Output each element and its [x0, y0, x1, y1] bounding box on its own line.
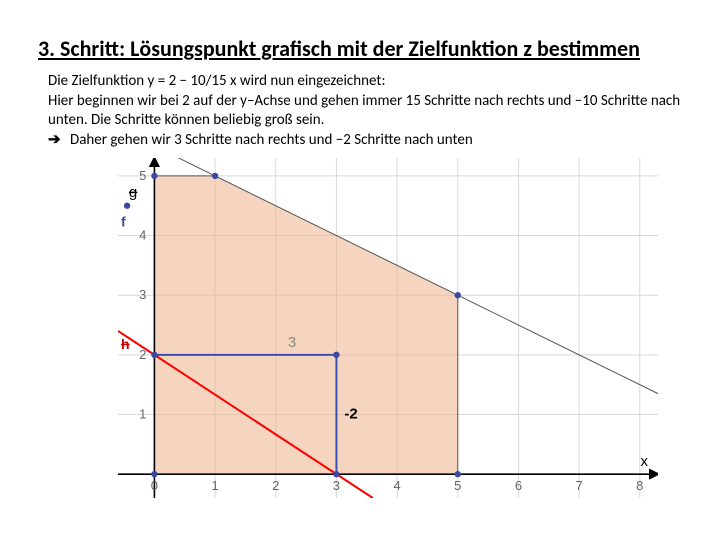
vertex-point	[151, 471, 157, 477]
body-text: Die Zielfunktion y = 2 − 10/15 x wird nu…	[48, 72, 682, 150]
series-label: h	[121, 336, 130, 352]
step-v-label: -2	[344, 406, 357, 423]
y-tick-label: 5	[139, 168, 146, 183]
body-line-2: Hier beginnen wir bei 2 auf der y–Achse …	[48, 92, 682, 131]
x-tick-label: 4	[393, 479, 400, 494]
vertex-point	[333, 352, 339, 358]
x-tick-label: 8	[636, 479, 643, 494]
coordinate-chart: 01234567812345x3-2fgh	[118, 158, 658, 498]
vertex-point	[455, 471, 461, 477]
vertex-point	[151, 173, 157, 179]
body-line-1: Die Zielfunktion y = 2 − 10/15 x wird nu…	[48, 72, 682, 92]
series-label: g	[129, 184, 137, 201]
y-tick-label: 4	[139, 228, 146, 243]
vertex-point	[333, 471, 339, 477]
x-tick-label: 7	[576, 479, 583, 494]
x-tick-label: 1	[211, 479, 218, 494]
vertex-point	[212, 173, 218, 179]
x-tick-label: 3	[333, 479, 340, 494]
vertex-point	[455, 292, 461, 298]
series-label: f	[121, 214, 126, 230]
step-h-label: 3	[288, 334, 296, 351]
x-tick-label: 2	[272, 479, 279, 494]
x-tick-label: 0	[151, 479, 158, 494]
x-tick-label: 6	[515, 479, 522, 494]
body-line-3: Daher gehen wir 3 Schritte nach rechts u…	[48, 131, 682, 151]
x-tick-label: 5	[454, 479, 461, 494]
body-line-3-text: Daher gehen wir 3 Schritte nach rechts u…	[70, 131, 473, 149]
y-tick-label: 3	[139, 288, 146, 303]
vertex-point	[124, 203, 130, 209]
y-tick-label: 1	[139, 407, 146, 422]
slide-title: 3. Schritt: Lösungspunkt grafisch mit de…	[38, 36, 682, 62]
x-axis-label: x	[641, 454, 649, 471]
vertex-point	[151, 352, 157, 358]
chart-container: 01234567812345x3-2fgh	[118, 158, 682, 503]
